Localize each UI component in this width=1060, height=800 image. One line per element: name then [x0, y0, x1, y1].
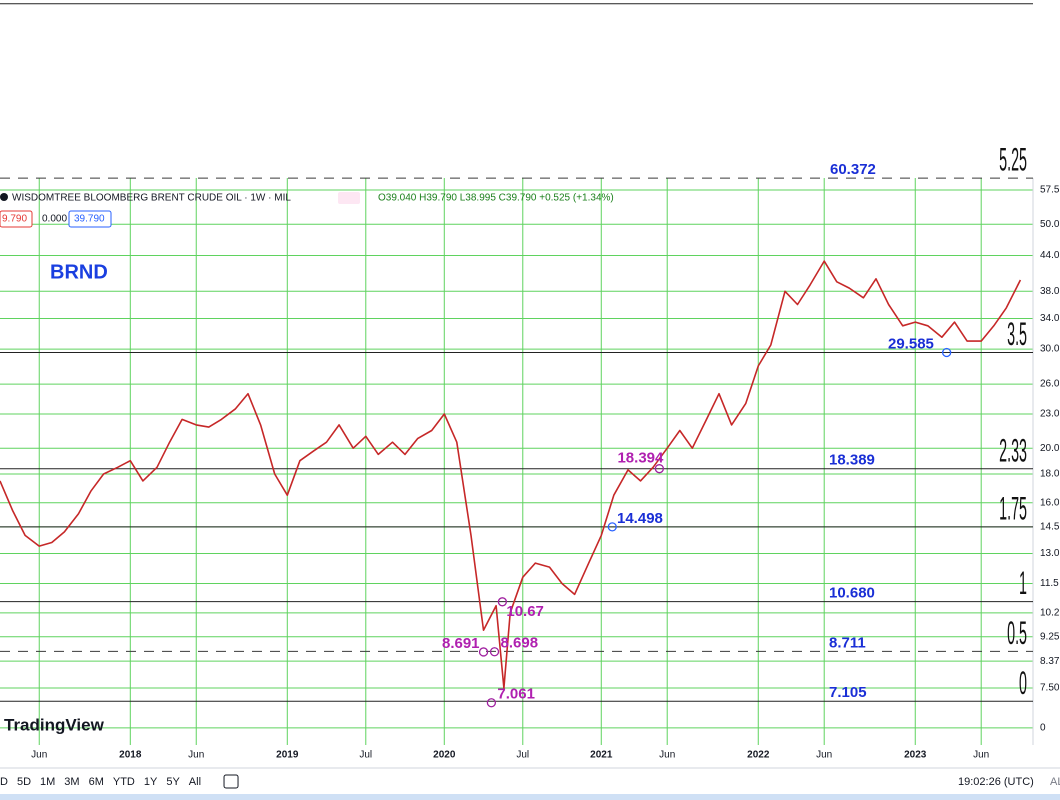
annotation-marker [497, 597, 508, 607]
annotation-label: 7.061 [497, 686, 535, 703]
level-value-label: 7.105 [829, 684, 867, 701]
y-tick-label: 16.0 [1040, 497, 1060, 508]
level-value-label: 14.498 [617, 510, 663, 527]
level-value-label: 60.372 [830, 161, 876, 178]
y-tick-label: 10.2 [1040, 607, 1060, 618]
x-tick-label: Jun [188, 750, 204, 761]
annotation-label: 8.691 [442, 635, 480, 652]
annotation-marker [478, 647, 489, 657]
y-tick-label: 18.0 [1040, 469, 1060, 480]
y-tick-label: 30.0 [1040, 344, 1060, 355]
y-tick-label: 8.37 [1040, 656, 1060, 667]
annotation-label: 10.67 [506, 603, 544, 620]
annotation-marker [654, 464, 665, 474]
annotation-marker [489, 647, 500, 657]
ask-box[interactable] [68, 210, 112, 228]
bottom-strip [0, 794, 1060, 800]
level-ratio-label: 7 [1019, 0, 1027, 4]
y-tick-label: 13.0 [1040, 548, 1060, 559]
y-tick-label: 34.0 [1040, 313, 1060, 324]
y-tick-label: 0 [1040, 723, 1046, 734]
x-tick-label: Jul [516, 750, 529, 761]
symbol-icon [0, 193, 8, 201]
level-marker [607, 522, 617, 532]
x-tick-label: 2020 [433, 750, 456, 761]
y-tick-label: 9.25 [1040, 631, 1060, 642]
x-tick-label: 2019 [276, 750, 299, 761]
price-line [0, 260, 1022, 689]
x-tick-label: Jul [359, 750, 372, 761]
range-button[interactable]: 3M [64, 776, 79, 788]
level-ratio-label: 0.5 [1007, 615, 1027, 651]
level-ratio-label: 3.5 [1007, 317, 1027, 353]
y-tick-label: 44.0 [1040, 250, 1060, 261]
scale-mode[interactable]: AL [1050, 776, 1060, 788]
level-ratio-label: 5.25 [999, 142, 1027, 178]
range-button[interactable]: All [189, 776, 201, 788]
level-value-label: 29.585 [888, 335, 934, 352]
symbol-title[interactable]: WISDOMTREE BLOOMBERG BRENT CRUDE OIL · 1… [12, 193, 291, 204]
y-tick-label: 20.0 [1040, 443, 1060, 454]
level-value-label: 18.389 [829, 452, 875, 469]
ohlc-readout: O39.040 H39.790 L38.995 C39.790 +0.525 (… [378, 193, 614, 204]
y-tick-label: 38.0 [1040, 286, 1060, 297]
y-tick-label: 50.0 [1040, 219, 1060, 230]
y-tick-label: 57.5 [1040, 185, 1060, 196]
y-tick-label: 23.0 [1040, 409, 1060, 420]
ask: 39.790 [74, 214, 105, 225]
watermark: TradingView [4, 715, 105, 734]
y-tick-label: 26.0 [1040, 379, 1060, 390]
level-value-label: 123.197 [833, 0, 887, 4]
bid: 9.790 [2, 214, 27, 225]
annotation-label: 18.394 [617, 450, 664, 467]
y-tick-label: 14.5 [1040, 521, 1060, 532]
x-tick-label: Jun [816, 750, 832, 761]
indicator-toggle[interactable] [338, 192, 360, 204]
date-range-button[interactable] [223, 774, 239, 789]
range-button[interactable]: D [0, 776, 8, 788]
x-tick-label: Jun [973, 750, 989, 761]
level-marker [942, 347, 952, 358]
x-tick-label: 2023 [904, 750, 927, 761]
ticker-label: BRND [50, 261, 108, 283]
level-ratio-label: 2.33 [999, 433, 1027, 469]
x-tick-label: Jun [31, 750, 47, 761]
y-tick-label: 11.5 [1040, 578, 1059, 589]
clock: 19:02:26 (UTC) [958, 776, 1034, 788]
range-button[interactable]: 5Y [166, 776, 180, 788]
level-ratio-label: 1 [1019, 566, 1027, 602]
level-value-label: 8.711 [829, 634, 866, 651]
level-ratio-label: 1.75 [999, 491, 1027, 527]
x-tick-label: Jun [659, 750, 675, 761]
annotation-label: 8.698 [501, 635, 539, 652]
x-tick-label: 2021 [590, 750, 613, 761]
bid-box[interactable] [0, 210, 33, 228]
range-button[interactable]: 1Y [144, 776, 158, 788]
x-tick-label: 2018 [119, 750, 142, 761]
range-button[interactable]: 6M [89, 776, 104, 788]
spread: 0.000 [42, 214, 67, 225]
x-tick-label: 2022 [747, 750, 770, 761]
range-button[interactable]: 1M [40, 776, 55, 788]
level-ratio-label: 0 [1019, 665, 1027, 701]
level-value-label: 10.680 [829, 585, 875, 602]
y-tick-label: 7.50 [1040, 683, 1060, 694]
annotation-marker [486, 698, 497, 708]
range-button[interactable]: YTD [113, 776, 135, 788]
range-button[interactable]: 5D [17, 776, 31, 788]
